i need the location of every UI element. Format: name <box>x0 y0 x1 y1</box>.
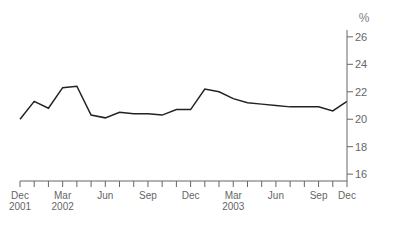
svg-text:Dec2001: Dec2001 <box>9 190 32 212</box>
svg-text:Jun: Jun <box>97 190 113 201</box>
svg-text:18: 18 <box>355 141 367 153</box>
svg-text:16: 16 <box>355 168 367 180</box>
svg-text:Mar2002: Mar2002 <box>52 190 75 212</box>
svg-text:Sep: Sep <box>139 190 157 201</box>
svg-text:Sep: Sep <box>310 190 328 201</box>
svg-text:20: 20 <box>355 113 367 125</box>
svg-text:Dec: Dec <box>338 190 356 201</box>
svg-text:26: 26 <box>355 31 367 43</box>
svg-text:%: % <box>359 11 370 25</box>
svg-text:24: 24 <box>355 58 367 70</box>
svg-text:Dec: Dec <box>182 190 200 201</box>
svg-text:Mar2003: Mar2003 <box>222 190 245 212</box>
svg-text:22: 22 <box>355 86 367 98</box>
svg-text:Jun: Jun <box>268 190 284 201</box>
